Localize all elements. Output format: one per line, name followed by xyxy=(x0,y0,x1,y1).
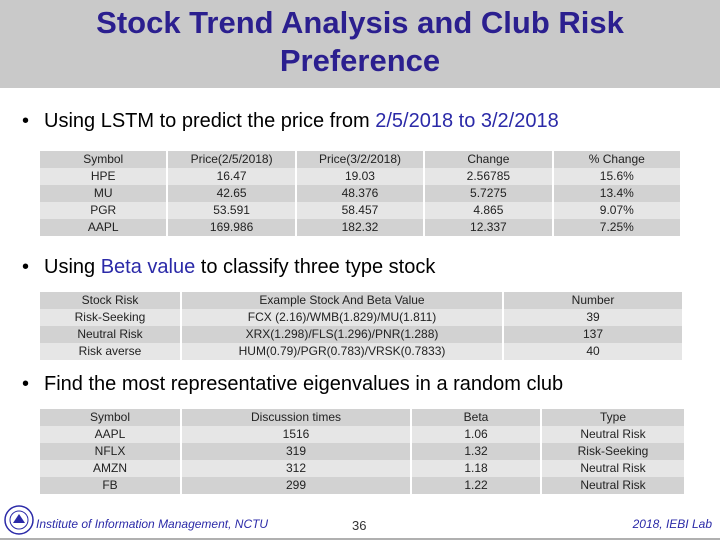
bullet-lstm-text: Using LSTM to predict the price from xyxy=(44,110,376,132)
table-lstm-prediction-header-row: Symbol Price(2/5/2018) Price(3/2/2018) Chan… xyxy=(40,151,680,168)
table-row: Neutral Risk XRX(1.298)/FLS(1.296)/PNR(1.… xyxy=(40,326,682,343)
table-cell: 1.22 xyxy=(412,477,540,494)
table-cell: Neutral Risk xyxy=(542,460,684,477)
table-cell: 169.986 xyxy=(168,219,295,236)
column-header: Symbol xyxy=(40,151,167,168)
bullet-beta-suffix: to classify three type stock xyxy=(195,256,436,278)
table-row: NFLX 319 1.32 Risk-Seeking xyxy=(40,443,684,460)
table-row: AAPL 169.986 182.32 12.337 7.25% xyxy=(40,219,680,236)
table-cell: MU xyxy=(40,185,167,202)
table-cell: AAPL xyxy=(40,219,167,236)
table-cell: 58.457 xyxy=(296,202,424,219)
column-header: Price(2/5/2018) xyxy=(168,151,295,168)
table-cell: HUM(0.79)/PGR(0.783)/VRSK(0.7833) xyxy=(182,343,502,360)
table-cell: 42.65 xyxy=(168,185,295,202)
bullet-dot-icon: • xyxy=(22,256,30,278)
table-cell: 4.865 xyxy=(425,202,552,219)
table-cell: Neutral Risk xyxy=(40,326,180,343)
table-lstm-prediction: Symbol Price(2/5/2018) Price(3/2/2018) Chan… xyxy=(38,151,682,236)
table-cell: 19.03 xyxy=(296,168,424,185)
table-cell: 9.07% xyxy=(553,202,680,219)
table-cell: 12.337 xyxy=(425,219,552,236)
bullet-eigen: • Find the most representative eigenvalue… xyxy=(22,373,563,396)
column-header: Stock Risk xyxy=(40,292,180,309)
bullet-lstm: • Using LSTM to predict the price from 2/… xyxy=(22,110,559,133)
bullet-beta-highlight: Beta value xyxy=(100,256,196,278)
table-row: AMZN 312 1.18 Neutral Risk xyxy=(40,460,684,477)
university-seal-icon xyxy=(4,505,34,535)
column-header: Example Stock And Beta Value xyxy=(182,292,502,309)
table-cell: 1516 xyxy=(182,426,410,443)
bullet-eigen-text: Find the most representative eigenvalues… xyxy=(44,373,564,395)
table-cell: 5.7275 xyxy=(425,185,552,202)
table-cell: 182.32 xyxy=(296,219,424,236)
table-cell: Neutral Risk xyxy=(542,426,684,443)
table-row: AAPL 1516 1.06 Neutral Risk xyxy=(40,426,684,443)
column-header: Symbol xyxy=(40,409,180,426)
table-beta-classification: Stock Risk Example Stock And Beta Value Nu… xyxy=(38,292,684,360)
table-cell: 319 xyxy=(182,443,410,460)
column-header: Price(3/2/2018) xyxy=(296,151,424,168)
table-cell: 2.56785 xyxy=(425,168,552,185)
table-cell: 53.591 xyxy=(168,202,295,219)
table-cell: 1.18 xyxy=(412,460,540,477)
bullet-lstm-dates: 2/5/2018 to 3/2/2018 xyxy=(375,110,559,132)
column-header: Beta xyxy=(412,409,540,426)
table-cell: NFLX xyxy=(40,443,180,460)
footer-lab: 2018, IEBI Lab xyxy=(632,517,712,531)
table-cell: AAPL xyxy=(40,426,180,443)
table-row: HPE 16.47 19.03 2.56785 15.6% xyxy=(40,168,680,185)
footer-divider xyxy=(0,538,720,540)
bullet-dot-icon: • xyxy=(22,110,30,132)
table-cell: 39 xyxy=(504,309,682,326)
table-cell: 312 xyxy=(182,460,410,477)
table-cell: 13.4% xyxy=(553,185,680,202)
table-cell: 1.06 xyxy=(412,426,540,443)
column-header: % Change xyxy=(553,151,680,168)
table-cell: 7.25% xyxy=(553,219,680,236)
table-cell: 16.47 xyxy=(168,168,295,185)
table-cell: FB xyxy=(40,477,180,494)
table-cell: Risk-Seeking xyxy=(542,443,684,460)
table-cell: HPE xyxy=(40,168,167,185)
table-cell: PGR xyxy=(40,202,167,219)
table-cell: 299 xyxy=(182,477,410,494)
column-header: Type xyxy=(542,409,684,426)
table-cell: AMZN xyxy=(40,460,180,477)
bullet-beta-prefix: Using xyxy=(44,256,101,278)
page-number: 36 xyxy=(352,518,367,533)
table-cell: Neutral Risk xyxy=(542,477,684,494)
column-header: Change xyxy=(425,151,552,168)
table-cell: 1.32 xyxy=(412,443,540,460)
table-cell: FCX (2.16)/WMB(1.829)/MU(1.811) xyxy=(182,309,502,326)
table-cell: Risk averse xyxy=(40,343,180,360)
bullet-beta: • Using Beta value to classify three type… xyxy=(22,256,435,279)
column-header: Number xyxy=(504,292,682,309)
table-row: MU 42.65 48.376 5.7275 13.4% xyxy=(40,185,680,202)
table-row: PGR 53.591 58.457 4.865 9.07% xyxy=(40,202,680,219)
table-beta-classification-header-row: Stock Risk Example Stock And Beta Value Nu… xyxy=(40,292,682,309)
table-cell: 48.376 xyxy=(296,185,424,202)
footer-institute: Institute of Information Management, NCT… xyxy=(36,517,269,531)
table-cell: Risk-Seeking xyxy=(40,309,180,326)
table-row: FB 299 1.22 Neutral Risk xyxy=(40,477,684,494)
table-cell: XRX(1.298)/FLS(1.296)/PNR(1.288) xyxy=(182,326,502,343)
table-row: Risk averse HUM(0.79)/PGR(0.783)/VRSK(0.7… xyxy=(40,343,682,360)
table-club-eigenvalues: Symbol Discussion times Beta Type AAPL 1516 1.… xyxy=(38,409,686,494)
table-cell: 15.6% xyxy=(553,168,680,185)
column-header: Discussion times xyxy=(182,409,410,426)
table-row: Risk-Seeking FCX (2.16)/WMB(1.829)/MU(1.8… xyxy=(40,309,682,326)
slide-title: Stock Trend Analysis and Club Risk Prefe… xyxy=(0,4,720,80)
table-cell: 40 xyxy=(504,343,682,360)
title-line-1: Stock Trend Analysis and Club Risk xyxy=(96,5,624,40)
title-line-2: Preference xyxy=(279,43,441,78)
table-club-eigenvalues-header-row: Symbol Discussion times Beta Type xyxy=(40,409,684,426)
table-cell: 137 xyxy=(504,326,682,343)
title-bar xyxy=(0,0,720,88)
bullet-dot-icon: • xyxy=(22,373,30,395)
